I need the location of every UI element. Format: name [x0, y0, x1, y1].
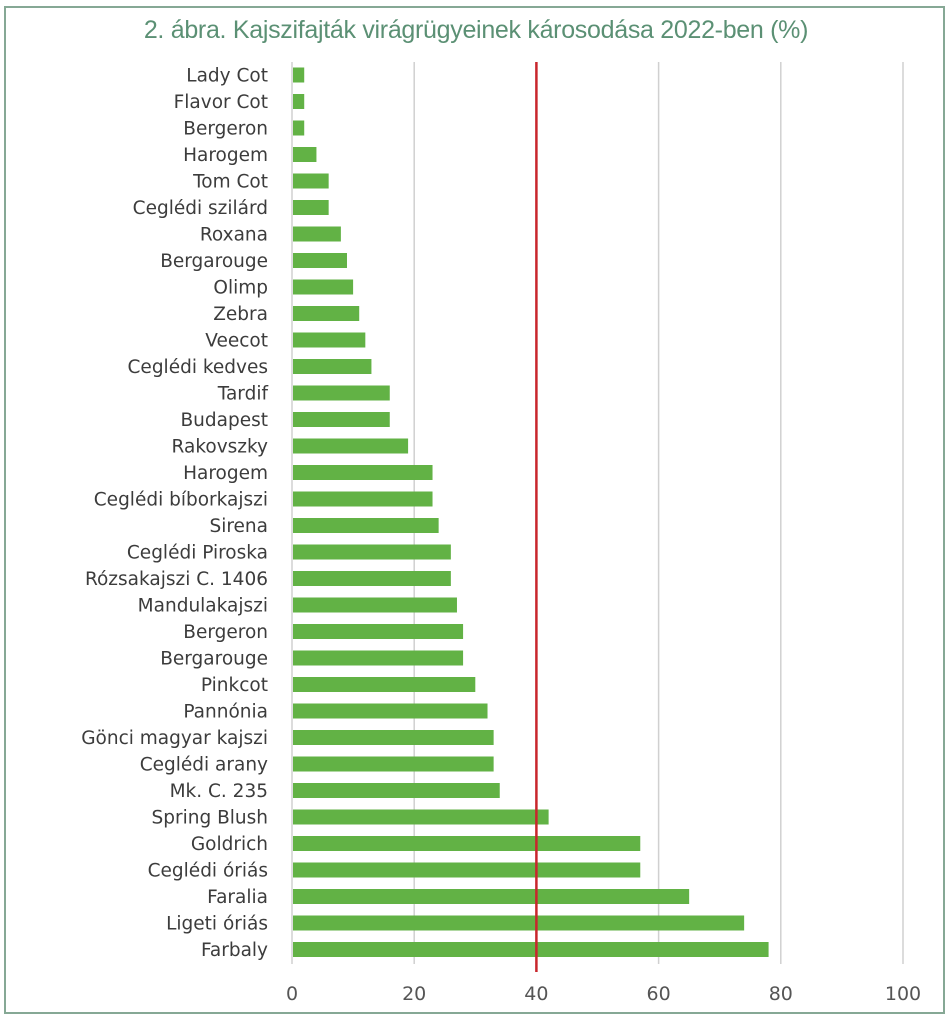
category-label: Ceglédi bíborkajszi	[94, 490, 268, 511]
bar	[293, 359, 372, 374]
bar	[293, 332, 366, 348]
bar	[293, 412, 390, 427]
category-label: Ligeti óriás	[166, 914, 268, 935]
bar	[293, 544, 451, 560]
category-label: Bergeron	[183, 119, 268, 140]
category-label: Flavor Cot	[174, 92, 268, 113]
bar	[293, 783, 500, 798]
bar	[293, 677, 476, 692]
bar	[293, 597, 457, 613]
category-label: Sirena	[209, 516, 268, 537]
category-label: Harogem	[183, 145, 268, 166]
category-label: Spring Blush	[151, 808, 268, 829]
x-tick-label: 60	[647, 983, 671, 1005]
bar	[293, 809, 549, 825]
bar	[293, 279, 354, 295]
bar	[293, 518, 439, 533]
category-label: Olimp	[213, 278, 268, 299]
category-labels: Lady Cot Flavor Cot Bergeron Harogem Tom Cot…	[81, 66, 268, 962]
category-label: Ceglédi óriás	[148, 861, 268, 882]
bar	[293, 385, 390, 401]
category-label: Faralia	[207, 887, 268, 908]
bar	[293, 889, 690, 904]
bar	[293, 465, 433, 480]
category-label: Rózsakajszi C. 1406	[85, 569, 268, 590]
x-tick-label: 0	[286, 983, 298, 1005]
bar	[293, 438, 409, 454]
category-label: Gönci magyar kajszi	[81, 728, 268, 749]
bar	[293, 120, 305, 136]
bars	[293, 67, 769, 957]
bar	[293, 915, 745, 931]
bar	[293, 730, 494, 745]
bar	[293, 226, 341, 242]
bar	[293, 94, 305, 109]
bar	[293, 703, 488, 719]
gridlines	[291, 62, 904, 964]
category-label: Goldrich	[191, 834, 268, 855]
bar	[293, 67, 305, 83]
chart-frame	[4, 6, 945, 1014]
category-label: Farbaly	[201, 940, 268, 961]
bar	[293, 650, 464, 666]
x-tick-label: 20	[402, 983, 426, 1005]
category-label: Ceglédi arany	[140, 755, 268, 776]
category-label: Bergarouge	[160, 251, 268, 272]
bar	[293, 756, 494, 772]
bar	[293, 173, 329, 189]
category-label: Zebra	[213, 304, 268, 325]
category-label: Veecot	[205, 331, 268, 352]
category-label: Roxana	[200, 225, 268, 246]
category-label: Bergeron	[183, 622, 268, 643]
x-tick-label: 80	[769, 983, 793, 1005]
category-label: Rakovszky	[172, 437, 269, 458]
category-label: Ceglédi szilárd	[133, 198, 268, 219]
bar	[293, 491, 433, 507]
category-label: Pannónia	[183, 702, 268, 723]
bar	[293, 200, 329, 215]
category-label: Harogem	[183, 463, 268, 484]
x-tick-label: 100	[885, 983, 921, 1005]
bar	[293, 862, 641, 878]
category-label: Lady Cot	[186, 66, 268, 87]
bar	[293, 624, 464, 639]
category-label: Ceglédi kedves	[128, 357, 268, 378]
x-tick-label: 40	[524, 983, 548, 1005]
category-label: Tardif	[217, 384, 269, 405]
category-label: Mandulakajszi	[138, 596, 268, 617]
bar	[293, 836, 641, 851]
category-label: Tom Cot	[192, 172, 268, 193]
bar	[293, 253, 347, 268]
category-label: Bergarouge	[160, 649, 268, 670]
category-label: Ceglédi Piroska	[127, 543, 268, 564]
category-label: Mk. C. 235	[170, 781, 268, 802]
category-label: Budapest	[180, 410, 268, 431]
chart-title: 2. ábra. Kajszifajták virágrügyeinek kár…	[143, 16, 809, 44]
bar	[293, 306, 360, 321]
bar	[293, 147, 317, 162]
bar	[293, 571, 451, 586]
category-label: Pinkcot	[201, 675, 268, 696]
bar	[293, 942, 769, 957]
x-tick-labels: 0 20 40 60 80 100	[286, 983, 921, 1005]
